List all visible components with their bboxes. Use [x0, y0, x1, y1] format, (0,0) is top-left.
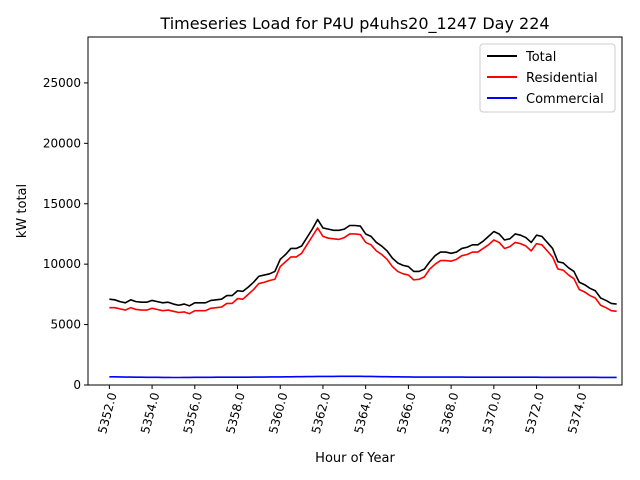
legend-box — [479, 43, 616, 113]
y-tick-label: 10000 — [43, 257, 81, 271]
x-axis-label: Hour of Year — [315, 451, 395, 466]
y-tick-label: 15000 — [43, 197, 81, 211]
y-tick-label: 20000 — [43, 136, 81, 150]
legend-label-total: Total — [525, 50, 556, 65]
y-axis-label: kW total — [15, 184, 30, 238]
y-tick-label: 25000 — [43, 76, 81, 90]
series-layer — [109, 218, 617, 379]
legend: Total Residential Commercial — [479, 43, 616, 113]
series-line-residential — [109, 227, 617, 315]
y-tick-label: 5000 — [50, 318, 81, 332]
y-tick-label: 0 — [73, 378, 81, 392]
series-line-commercial — [109, 375, 617, 379]
chart-title: Timeseries Load for P4U p4uhs20_1247 Day… — [159, 14, 549, 34]
y-axis-ticks: 0 5000 10000 15000 20000 25000 — [43, 76, 88, 392]
series-line-total — [109, 218, 617, 307]
legend-label-residential: Residential — [526, 71, 598, 86]
axes-frame — [87, 36, 623, 386]
legend-label-commercial: Commercial — [526, 92, 604, 107]
